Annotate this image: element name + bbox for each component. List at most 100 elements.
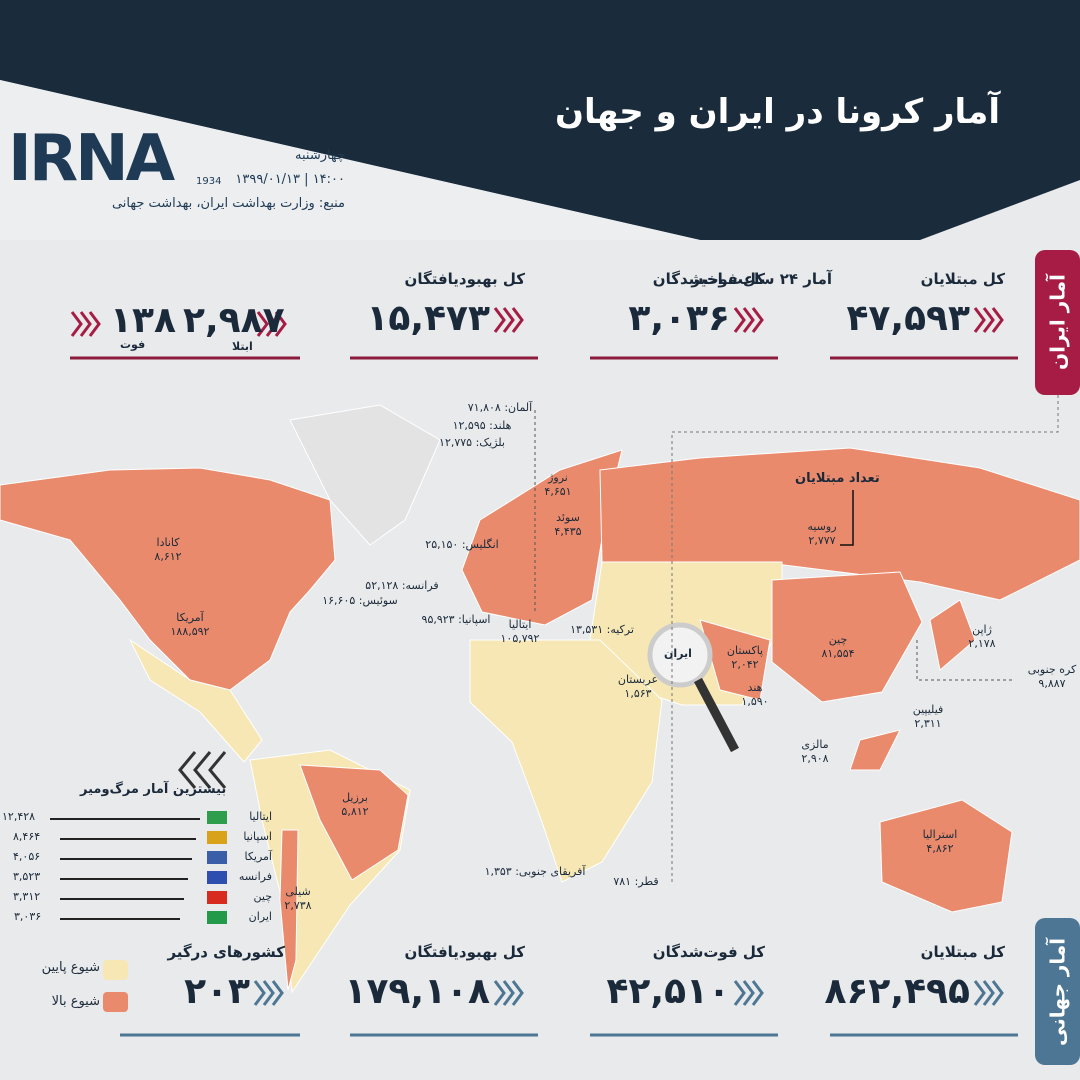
country-value: ۱۲,۷۷۵ — [439, 436, 473, 449]
country-value: ۱۳,۵۳۱ — [570, 623, 604, 636]
country-label: نروژ ۴,۶۵۱ — [488, 471, 628, 499]
datetime: ۱۴:۰۰ | ۱۳۹۹/۰۱/۱۳ — [235, 172, 345, 187]
last24-deaths-label: فوت — [120, 338, 146, 351]
country-label: شیلی ۲,۷۳۸ — [228, 885, 368, 913]
country-label: فرانسه: ۵۲,۱۲۸ — [332, 579, 472, 593]
flag — [207, 891, 227, 904]
title: آمار کرونا در ایران و جهان — [555, 92, 1000, 132]
logo: IRNA — [8, 122, 175, 196]
last24-cases: ۲,۹۸۷ — [183, 300, 285, 341]
country-name: چین — [828, 633, 848, 646]
stat-label: کل فوت‌شدگان — [652, 270, 765, 288]
country-value: ۲,۹۰۸ — [801, 752, 829, 765]
country-label: سوئد ۴,۴۳۵ — [498, 511, 638, 539]
country-label: آلمان: ۷۱,۸۰۸ — [430, 401, 570, 415]
country-name: مالزی — [801, 738, 829, 751]
country-name: اسپانیا: — [458, 613, 491, 626]
country-value: ۲,۷۷۷ — [808, 534, 836, 547]
country-value: ۱,۵۹۰ — [741, 695, 769, 708]
last24-cases-label: ابتلا — [232, 340, 253, 353]
country-label: کانادا ۸,۶۱۲ — [98, 536, 238, 564]
world-tab-bg — [1035, 918, 1080, 1065]
country-value: ۴,۶۵۱ — [544, 485, 572, 498]
country-value: ۴,۸۶۲ — [926, 842, 954, 855]
map-iran-label: ایران — [664, 647, 692, 660]
country-label: هند ۱,۵۹۰ — [685, 681, 825, 709]
country-value: ۱۰۵,۷۹۲ — [500, 632, 540, 645]
country-label: انگلیس: ۲۵,۱۵۰ — [392, 538, 532, 552]
chevron — [733, 307, 764, 333]
country-label: قطر: ۷۸۱ — [566, 875, 706, 889]
country-value: ۷۸۱ — [613, 875, 632, 888]
iran-tab: آمار ایران — [1045, 274, 1070, 371]
flag — [207, 831, 227, 844]
death-country: اسپانیا — [243, 830, 272, 843]
country-name: نروژ — [548, 471, 568, 484]
chevron — [493, 980, 524, 1006]
country-label: استرالیا ۴,۸۶۲ — [870, 828, 1010, 856]
chevron — [253, 980, 284, 1006]
country-name: کره جنوبی — [1027, 663, 1077, 676]
chevron — [973, 980, 1004, 1006]
stat-label: کل بهبودیافتگان — [404, 943, 525, 961]
country-value: ۹,۸۸۷ — [1038, 677, 1066, 690]
country-name: هلند: — [489, 419, 512, 432]
country-label: ایتالیا ۱۰۵,۷۹۲ — [450, 618, 590, 646]
country-value: ۱۲,۵۹۵ — [452, 419, 486, 432]
country-label: هلند: ۱۲,۵۹۵ — [412, 419, 552, 433]
country-value: ۷۱,۸۰۸ — [467, 401, 501, 414]
stat-value: ۲۰۳ — [184, 971, 250, 1012]
leader — [60, 838, 196, 840]
country-value: ۵۲,۱۲۸ — [365, 579, 399, 592]
country-value: ۲,۳۱۱ — [914, 717, 942, 730]
country-name: پاکستان — [726, 644, 764, 657]
country-name: آمریکا — [176, 611, 204, 624]
country-name: هند — [747, 681, 763, 694]
country-label: آفریقای جنوبی: ۱,۳۵۳ — [465, 865, 605, 879]
country-label: آمریکا ۱۸۸,۵۹۲ — [120, 611, 260, 639]
country-value: ۱,۵۶۳ — [624, 687, 652, 700]
flag — [207, 871, 227, 884]
country-label: ترکیه: ۱۳,۵۳۱ — [532, 623, 672, 637]
world-map — [0, 395, 1080, 994]
stat-label: کل مبتلایان — [920, 943, 1005, 961]
day: چهارشنبه — [295, 148, 345, 163]
death-value: ۳,۵۲۳ — [13, 870, 41, 883]
country-name: قطر: — [634, 875, 659, 888]
country-label: عربستان ۱,۵۶۳ — [568, 673, 708, 701]
country-name: سوئیس: — [358, 594, 398, 607]
country-label: سوئیس: ۱۶,۶۰۵ — [290, 594, 430, 608]
flag — [207, 851, 227, 864]
death-country: ایران — [248, 910, 272, 923]
stat-label: کل فوت‌شدگان — [652, 943, 765, 961]
stat-value: ۳,۰۳۶ — [628, 298, 730, 339]
country-value: ۲,۰۴۲ — [731, 658, 759, 671]
country-name: استرالیا — [922, 828, 958, 841]
country-label: بلژیک: ۱۲,۷۷۵ — [402, 436, 542, 450]
leader — [60, 898, 184, 900]
country-label: روسیه ۲,۷۷۷ — [752, 520, 892, 548]
stat-value: ۸۶۲,۴۹۵ — [824, 971, 970, 1012]
stat-value: ۴۷,۵۹۳ — [846, 298, 970, 339]
country-label: مالزی ۲,۹۰۸ — [745, 738, 885, 766]
country-name: کانادا — [156, 536, 180, 549]
leader — [60, 858, 192, 860]
death-value: ۱۲,۴۲۸ — [2, 810, 36, 823]
country-label: فیلیپین ۲,۳۱۱ — [858, 703, 998, 731]
iran-tab-bg — [1035, 250, 1080, 395]
leader — [60, 918, 180, 920]
map-cases-title: تعداد مبتلایان — [795, 471, 880, 486]
country-label: ژاپن ۲,۱۷۸ — [912, 623, 1052, 651]
last24-deaths: ۱۳۸ — [110, 300, 176, 341]
country-value: ۱۶,۶۰۵ — [322, 594, 356, 607]
leader — [60, 878, 188, 880]
country-name: انگلیس: — [461, 538, 499, 551]
country-name: ترکیه: — [606, 623, 634, 636]
chevron — [973, 307, 1004, 333]
stat-label: کل مبتلایان — [920, 270, 1005, 288]
country-label: برزیل ۵,۸۱۲ — [285, 791, 425, 819]
stat-label: کشورهای درگیر — [167, 943, 285, 961]
death-country: فرانسه — [238, 870, 272, 883]
chevron — [493, 307, 524, 333]
